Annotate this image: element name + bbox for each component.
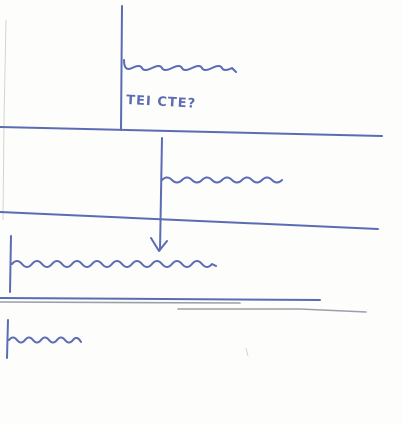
arrow-head bbox=[150, 237, 168, 252]
divider bbox=[0, 301, 241, 304]
squiggle bbox=[161, 176, 283, 184]
divider bbox=[0, 126, 383, 137]
vertical-line bbox=[6, 319, 9, 359]
divider bbox=[0, 297, 321, 301]
divider bbox=[0, 211, 379, 230]
handwritten-label: TEI CTE? bbox=[126, 93, 197, 112]
divider bbox=[177, 308, 367, 313]
squiggle bbox=[11, 260, 217, 268]
squiggle bbox=[123, 59, 237, 73]
vertical-line bbox=[120, 5, 123, 131]
vertical-line bbox=[9, 235, 12, 293]
arrow-shaft bbox=[159, 137, 163, 251]
squiggle bbox=[8, 336, 82, 344]
pencil-mark bbox=[245, 347, 249, 357]
pencil-mark bbox=[2, 19, 7, 221]
